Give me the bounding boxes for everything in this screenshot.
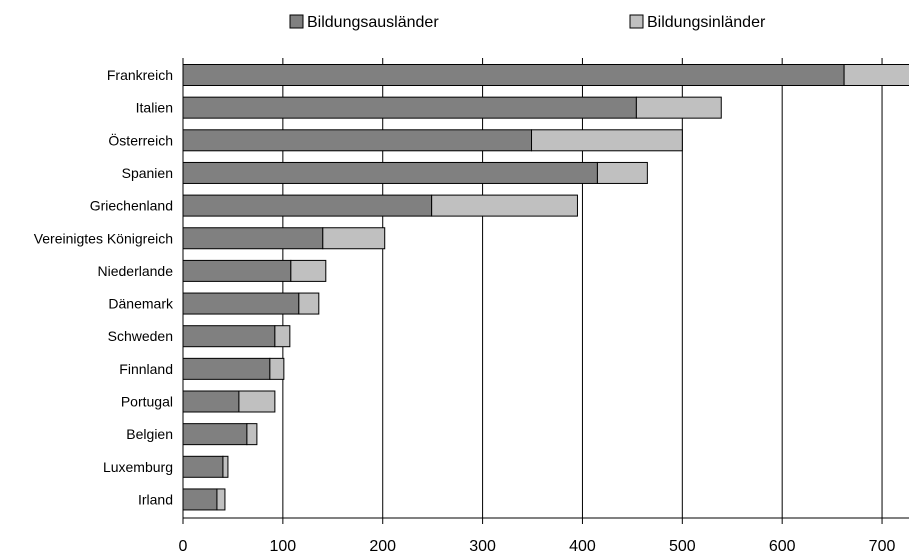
bar-inlaender-9	[269, 357, 285, 380]
bar-auslaender-3	[182, 161, 598, 184]
bar-inlaender-10	[238, 390, 276, 413]
x-tick-label: 200	[369, 538, 396, 555]
x-tick-label: 400	[569, 538, 596, 555]
category-label: Vereinigtes Königreich	[34, 230, 173, 246]
category-label: Irland	[138, 491, 173, 507]
category-label: Griechenland	[90, 198, 173, 214]
category-label: Spanien	[122, 165, 173, 181]
category-label: Luxemburg	[103, 459, 173, 475]
x-tick-label: 300	[469, 538, 496, 555]
bar-auslaender-8	[182, 325, 276, 348]
bar-auslaender-5	[182, 227, 324, 250]
bar-auslaender-11	[182, 423, 248, 446]
bar-inlaender-12	[222, 455, 229, 478]
bar-auslaender-13	[182, 488, 218, 511]
bar-auslaender-4	[182, 194, 433, 217]
bar-inlaender-5	[322, 227, 386, 250]
bar-inlaender-7	[298, 292, 320, 315]
legend-swatch-inlaender	[629, 14, 644, 29]
bar-inlaender-8	[274, 325, 291, 348]
category-labels: Frankreich Italien Österreich Spanien Griech…	[34, 67, 174, 507]
category-label: Österreich	[108, 131, 173, 148]
bar-inlaender-3	[596, 161, 648, 184]
x-tick-label: 100	[270, 538, 297, 555]
bar-inlaender-11	[246, 423, 258, 446]
bar-inlaender-2	[531, 129, 683, 152]
legend-swatch-auslaender	[289, 14, 304, 29]
bar-auslaender-1	[182, 96, 637, 119]
bar-inlaender-13	[216, 488, 226, 511]
category-label: Dänemark	[108, 296, 174, 312]
category-label: Portugal	[121, 394, 173, 410]
bar-auslaender-12	[182, 455, 224, 478]
bar-auslaender-10	[182, 390, 240, 413]
gridlines	[282, 58, 883, 518]
bar-inlaender-1	[635, 96, 722, 119]
bar-inlaender-6	[290, 259, 327, 282]
bars	[182, 64, 909, 511]
bar-inlaender-0	[843, 64, 909, 86]
x-tick-label: 700	[869, 538, 896, 555]
bar-auslaender-2	[182, 129, 533, 152]
category-label: Italien	[136, 100, 173, 116]
category-label: Finnland	[119, 361, 173, 377]
bar-auslaender-0	[182, 64, 845, 86]
legend-label-inlaender: Bildungsinländer	[647, 14, 766, 31]
category-label: Frankreich	[107, 67, 173, 83]
x-axis: 0 100 200 300 400 500 600 700	[179, 58, 909, 555]
category-label: Schweden	[108, 328, 173, 344]
bar-inlaender-4	[431, 194, 578, 217]
bar-auslaender-9	[182, 357, 271, 380]
bar-auslaender-7	[182, 292, 300, 315]
x-tick-label: 500	[669, 538, 696, 555]
x-tick-label: 600	[769, 538, 796, 555]
legend-label-auslaender: Bildungsausländer	[307, 14, 439, 31]
category-label: Niederlande	[98, 263, 174, 279]
legend: Bildungsausländer Bildungsinländer	[289, 14, 766, 31]
x-tick-label: 0	[179, 538, 188, 555]
bar-auslaender-6	[182, 259, 292, 282]
category-label: Belgien	[126, 426, 173, 442]
